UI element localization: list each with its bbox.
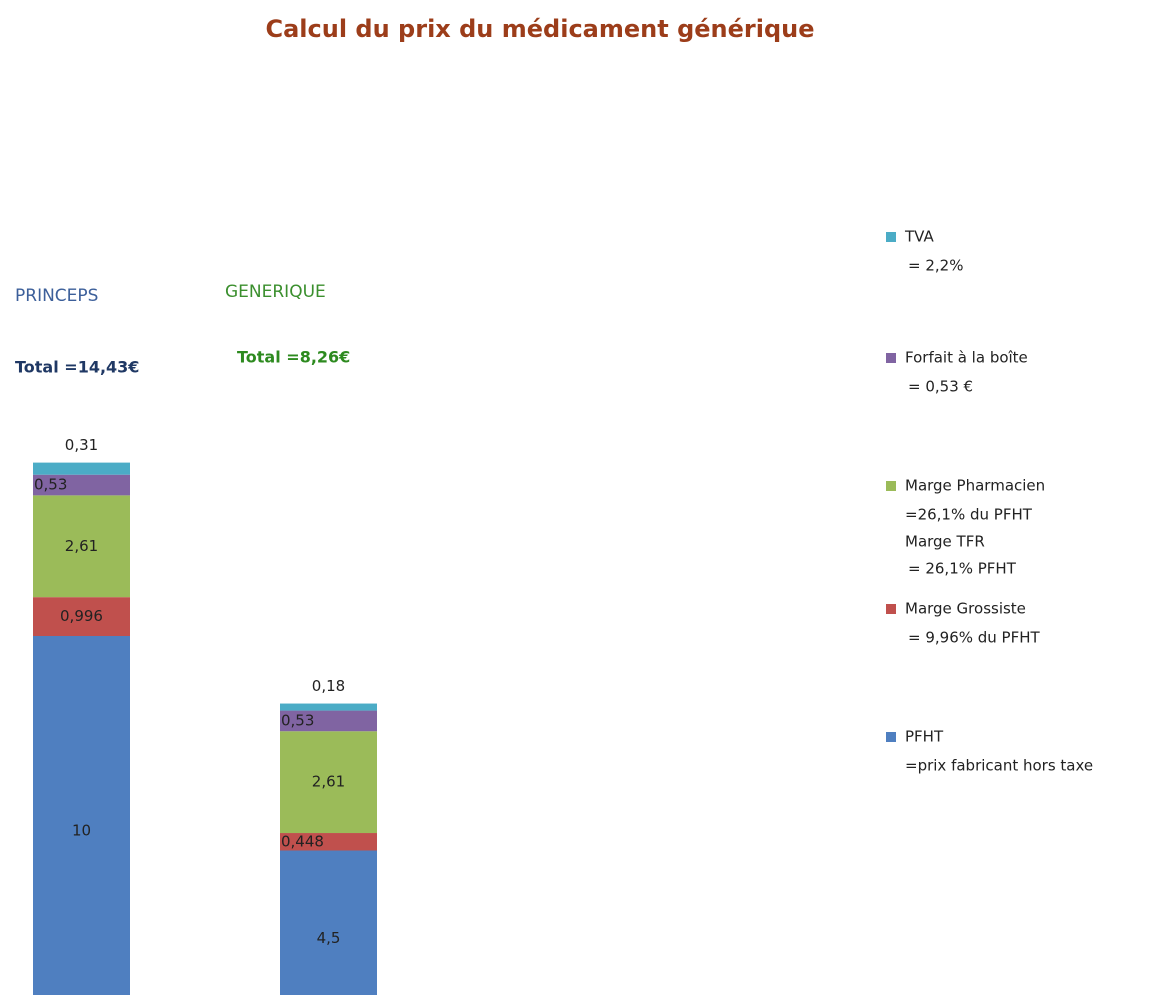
legend-label: PFHT [905,728,944,746]
category-label: GENERIQUE [225,282,326,302]
data-label: 0,18 [312,677,345,695]
data-label: 4,5 [317,929,341,947]
data-label: 2,61 [312,773,345,791]
legend-note: = 26,1% PFHT [908,560,1017,578]
data-label: 2,61 [65,537,98,555]
bar-segment [280,710,377,732]
bar-segment [33,636,130,995]
bar-segment [280,731,377,834]
legend-note: = 9,96% du PFHT [908,629,1041,647]
data-label: 10 [72,822,91,840]
bar-segment [280,833,377,851]
total-annotation: Total =8,26€ [237,348,350,367]
data-label: 0,53 [34,476,67,494]
data-label: 0,996 [60,607,103,625]
legend-label: Marge Grossiste [905,600,1026,618]
legend-note: =26,1% du PFHT [905,506,1033,524]
legend-note: =prix fabricant hors taxe [905,757,1093,775]
legend-label: Forfait à la boîte [905,349,1028,367]
legend-label: Marge Pharmacien [905,477,1045,495]
legend-note: = 2,2% [908,257,963,275]
legend-label: TVA [904,228,934,246]
legend-swatch [886,232,896,242]
bar-segment [280,703,377,711]
data-label: 0,31 [65,436,98,454]
legend-swatch [886,353,896,363]
data-label: 0,53 [281,711,314,729]
data-label: 0,448 [281,832,324,850]
bar-segment [33,495,130,598]
bar-segment [33,462,130,475]
category-label: PRINCEPS [15,286,98,306]
legend-note: = 0,53 € [908,378,973,396]
chart-title: Calcul du prix du médicament générique [266,15,815,43]
total-annotation: Total =14,43€ [15,358,139,377]
legend-note: Marge TFR [905,533,985,551]
bar-segment [33,474,130,496]
legend-swatch [886,604,896,614]
bar-segment [280,850,377,995]
legend-swatch [886,732,896,742]
legend-swatch [886,481,896,491]
bar-segment [33,597,130,636]
